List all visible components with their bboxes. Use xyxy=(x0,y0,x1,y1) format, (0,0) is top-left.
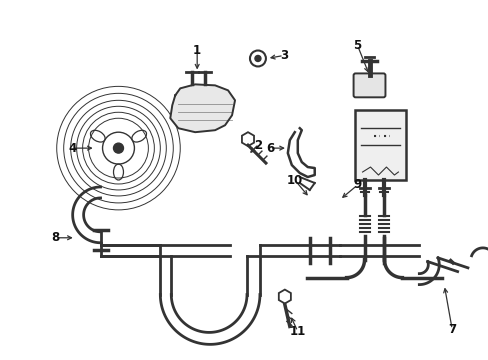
Text: 2: 2 xyxy=(253,139,262,152)
Polygon shape xyxy=(170,84,235,132)
Text: 4: 4 xyxy=(68,141,77,155)
Text: 10: 10 xyxy=(286,174,302,186)
Text: 1: 1 xyxy=(193,44,201,57)
Text: 3: 3 xyxy=(279,49,287,62)
FancyBboxPatch shape xyxy=(353,73,385,97)
Text: 7: 7 xyxy=(447,323,455,336)
Text: 9: 9 xyxy=(353,179,361,192)
Circle shape xyxy=(113,143,123,153)
Text: 11: 11 xyxy=(289,325,305,338)
Text: 5: 5 xyxy=(353,39,361,52)
Text: 6: 6 xyxy=(265,141,273,155)
Text: 8: 8 xyxy=(52,231,60,244)
Circle shape xyxy=(254,55,261,62)
Bar xyxy=(354,110,406,180)
